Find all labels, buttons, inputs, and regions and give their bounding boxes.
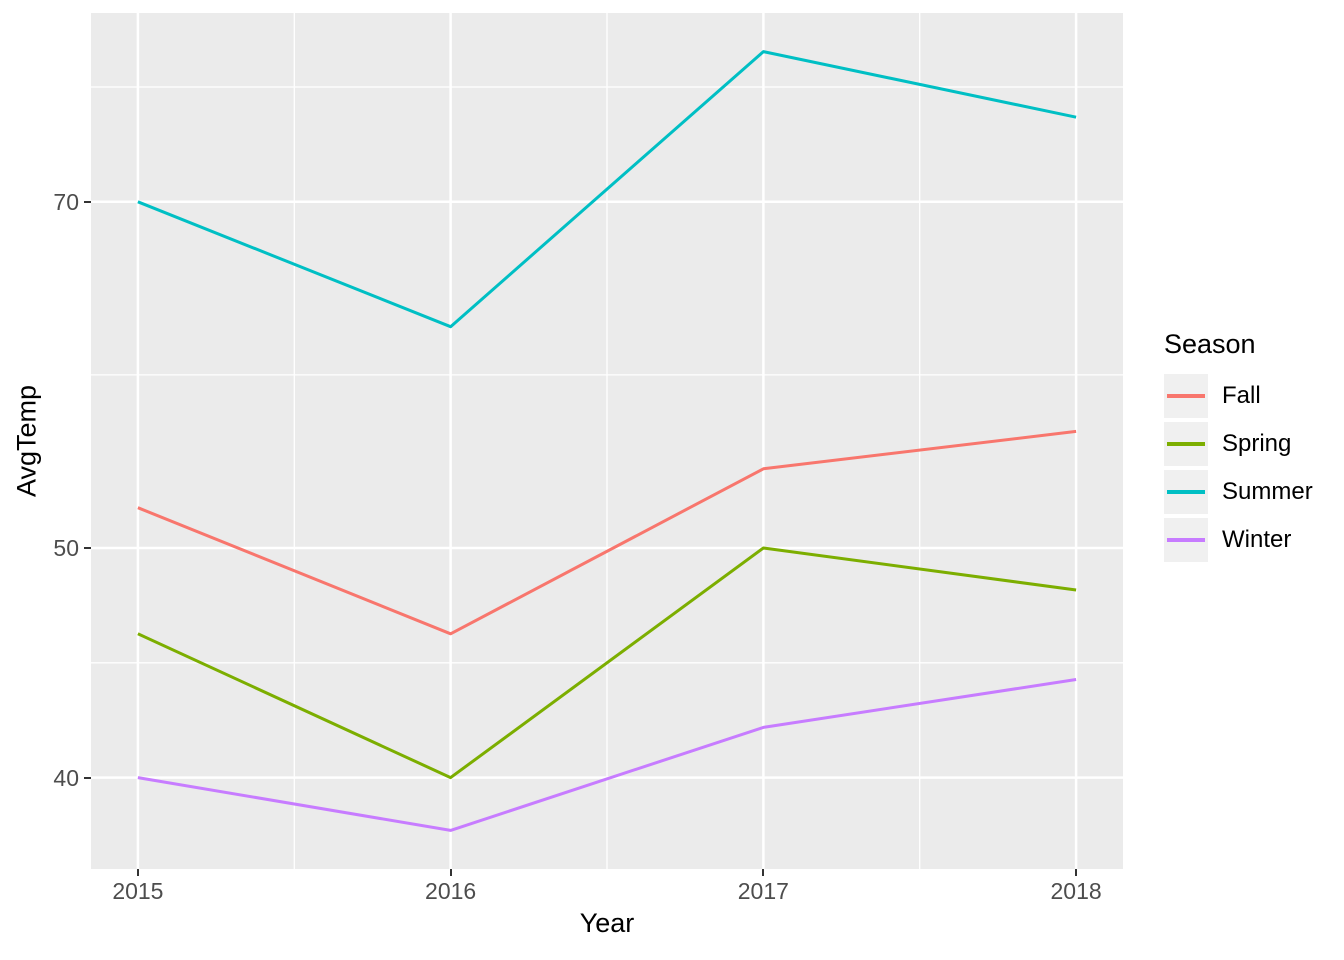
y-axis-title: AvgTemp (11, 384, 42, 498)
plot-panel (91, 13, 1123, 869)
y-tick-label: 50 (53, 535, 79, 561)
legend-key-swatch (1164, 374, 1208, 418)
legend-item-winter: Winter (1164, 518, 1313, 562)
legend-title: Season (1164, 329, 1256, 359)
legend-label: Fall (1222, 382, 1261, 409)
y-tick-label: 70 (53, 188, 79, 215)
x-tick-label: 2017 (737, 878, 789, 904)
y-tick-mark (84, 200, 91, 203)
x-tick-mark (449, 869, 452, 876)
x-tick-label: 2018 (1050, 878, 1102, 904)
x-tick-mark (136, 869, 139, 876)
series-line-winter (137, 678, 1077, 832)
legend-items: Fall Spring Summer Winter (1164, 374, 1313, 562)
legend-key-swatch (1164, 470, 1208, 514)
legend-key-swatch (1164, 422, 1208, 466)
series-line-summer (137, 50, 1077, 329)
x-axis-title: Year (579, 908, 635, 938)
legend-item-fall: Fall (1164, 374, 1313, 418)
legend-item-spring: Spring (1164, 422, 1313, 466)
series-line-spring (137, 546, 1077, 780)
legend: Season Fall Spring Summer Winter (1164, 329, 1313, 566)
y-tick-mark (84, 776, 91, 779)
legend-key-line (1167, 442, 1205, 446)
legend-key-line (1167, 490, 1205, 494)
x-tick-label: 2015 (112, 878, 164, 904)
legend-label: Winter (1222, 526, 1292, 553)
series-line-fall (137, 429, 1077, 636)
legend-label: Spring (1222, 430, 1292, 457)
legend-label: Summer (1222, 478, 1313, 505)
y-tick-mark (84, 547, 91, 549)
y-tick-label: 40 (53, 764, 79, 791)
gridlines-major (91, 13, 1123, 869)
legend-key-line (1167, 394, 1205, 398)
x-tick-mark (762, 869, 765, 876)
legend-key-line (1167, 538, 1205, 542)
x-tick-label: 2016 (425, 878, 477, 904)
legend-key-swatch (1164, 518, 1208, 562)
x-tick-mark (1075, 869, 1078, 876)
plot-area (91, 13, 1123, 869)
legend-item-summer: Summer (1164, 470, 1313, 514)
